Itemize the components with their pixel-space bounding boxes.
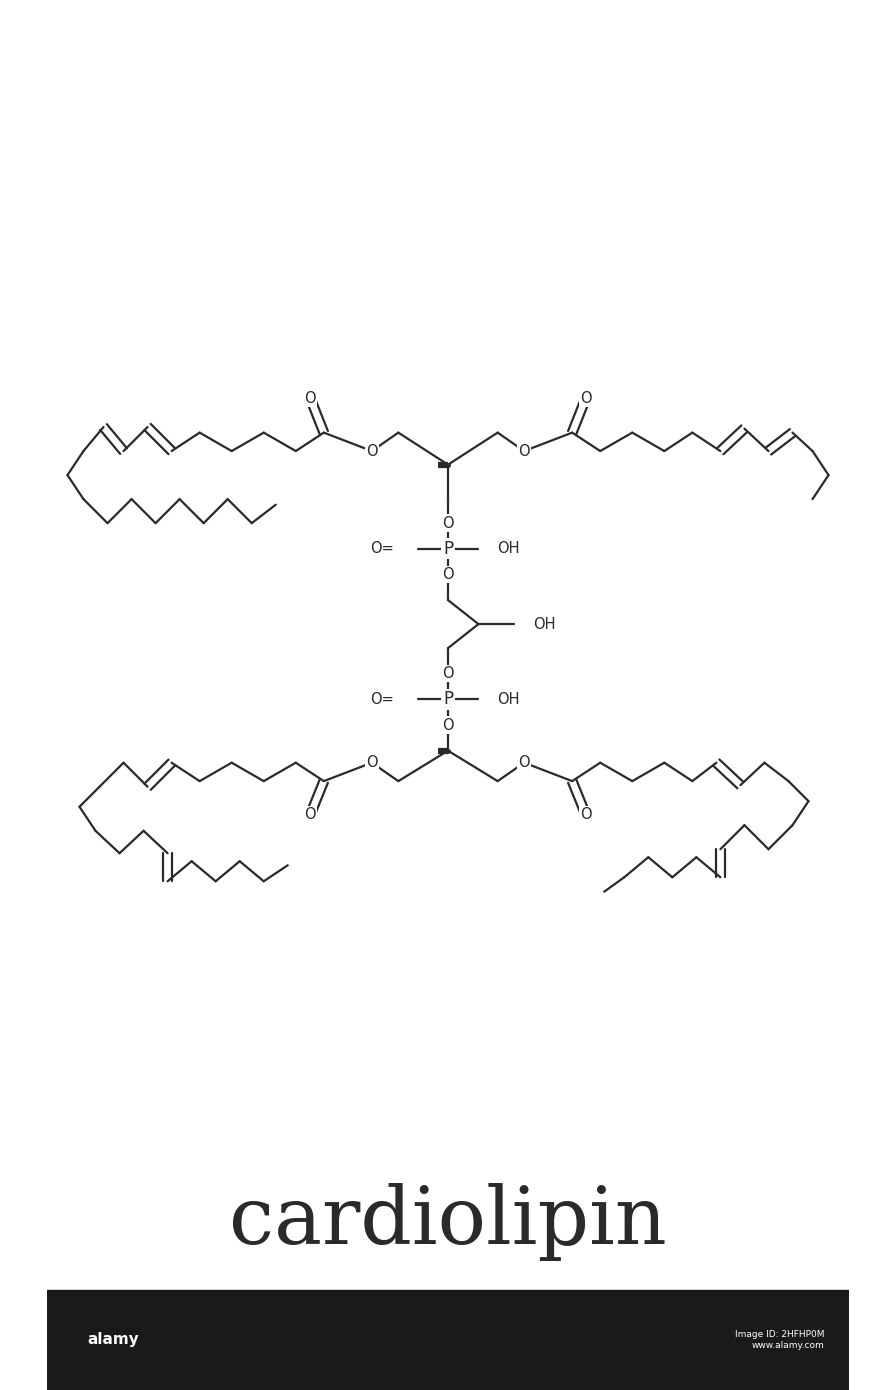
Text: O=: O=	[370, 541, 394, 556]
Text: O: O	[305, 808, 316, 823]
Text: O: O	[366, 755, 378, 770]
Text: OH: OH	[497, 692, 520, 708]
Text: O: O	[580, 808, 591, 823]
Text: Image ID: 2HFHP0M
www.alamy.com: Image ID: 2HFHP0M www.alamy.com	[735, 1330, 824, 1350]
Text: OH: OH	[533, 617, 556, 631]
Text: P: P	[443, 691, 453, 709]
Text: O: O	[580, 391, 591, 406]
Text: OH: OH	[497, 541, 520, 556]
Text: O: O	[443, 516, 453, 531]
Text: O: O	[518, 755, 530, 770]
Text: P: P	[443, 539, 453, 557]
Bar	[47, 1290, 849, 1390]
Text: O: O	[443, 567, 453, 582]
Text: O: O	[518, 443, 530, 459]
Text: alamy: alamy	[88, 1333, 139, 1347]
Text: O: O	[443, 666, 453, 681]
Text: O=: O=	[370, 692, 394, 708]
Text: cardiolipin: cardiolipin	[229, 1183, 667, 1261]
Text: O: O	[305, 391, 316, 406]
Text: O: O	[443, 717, 453, 733]
Text: O: O	[366, 443, 378, 459]
